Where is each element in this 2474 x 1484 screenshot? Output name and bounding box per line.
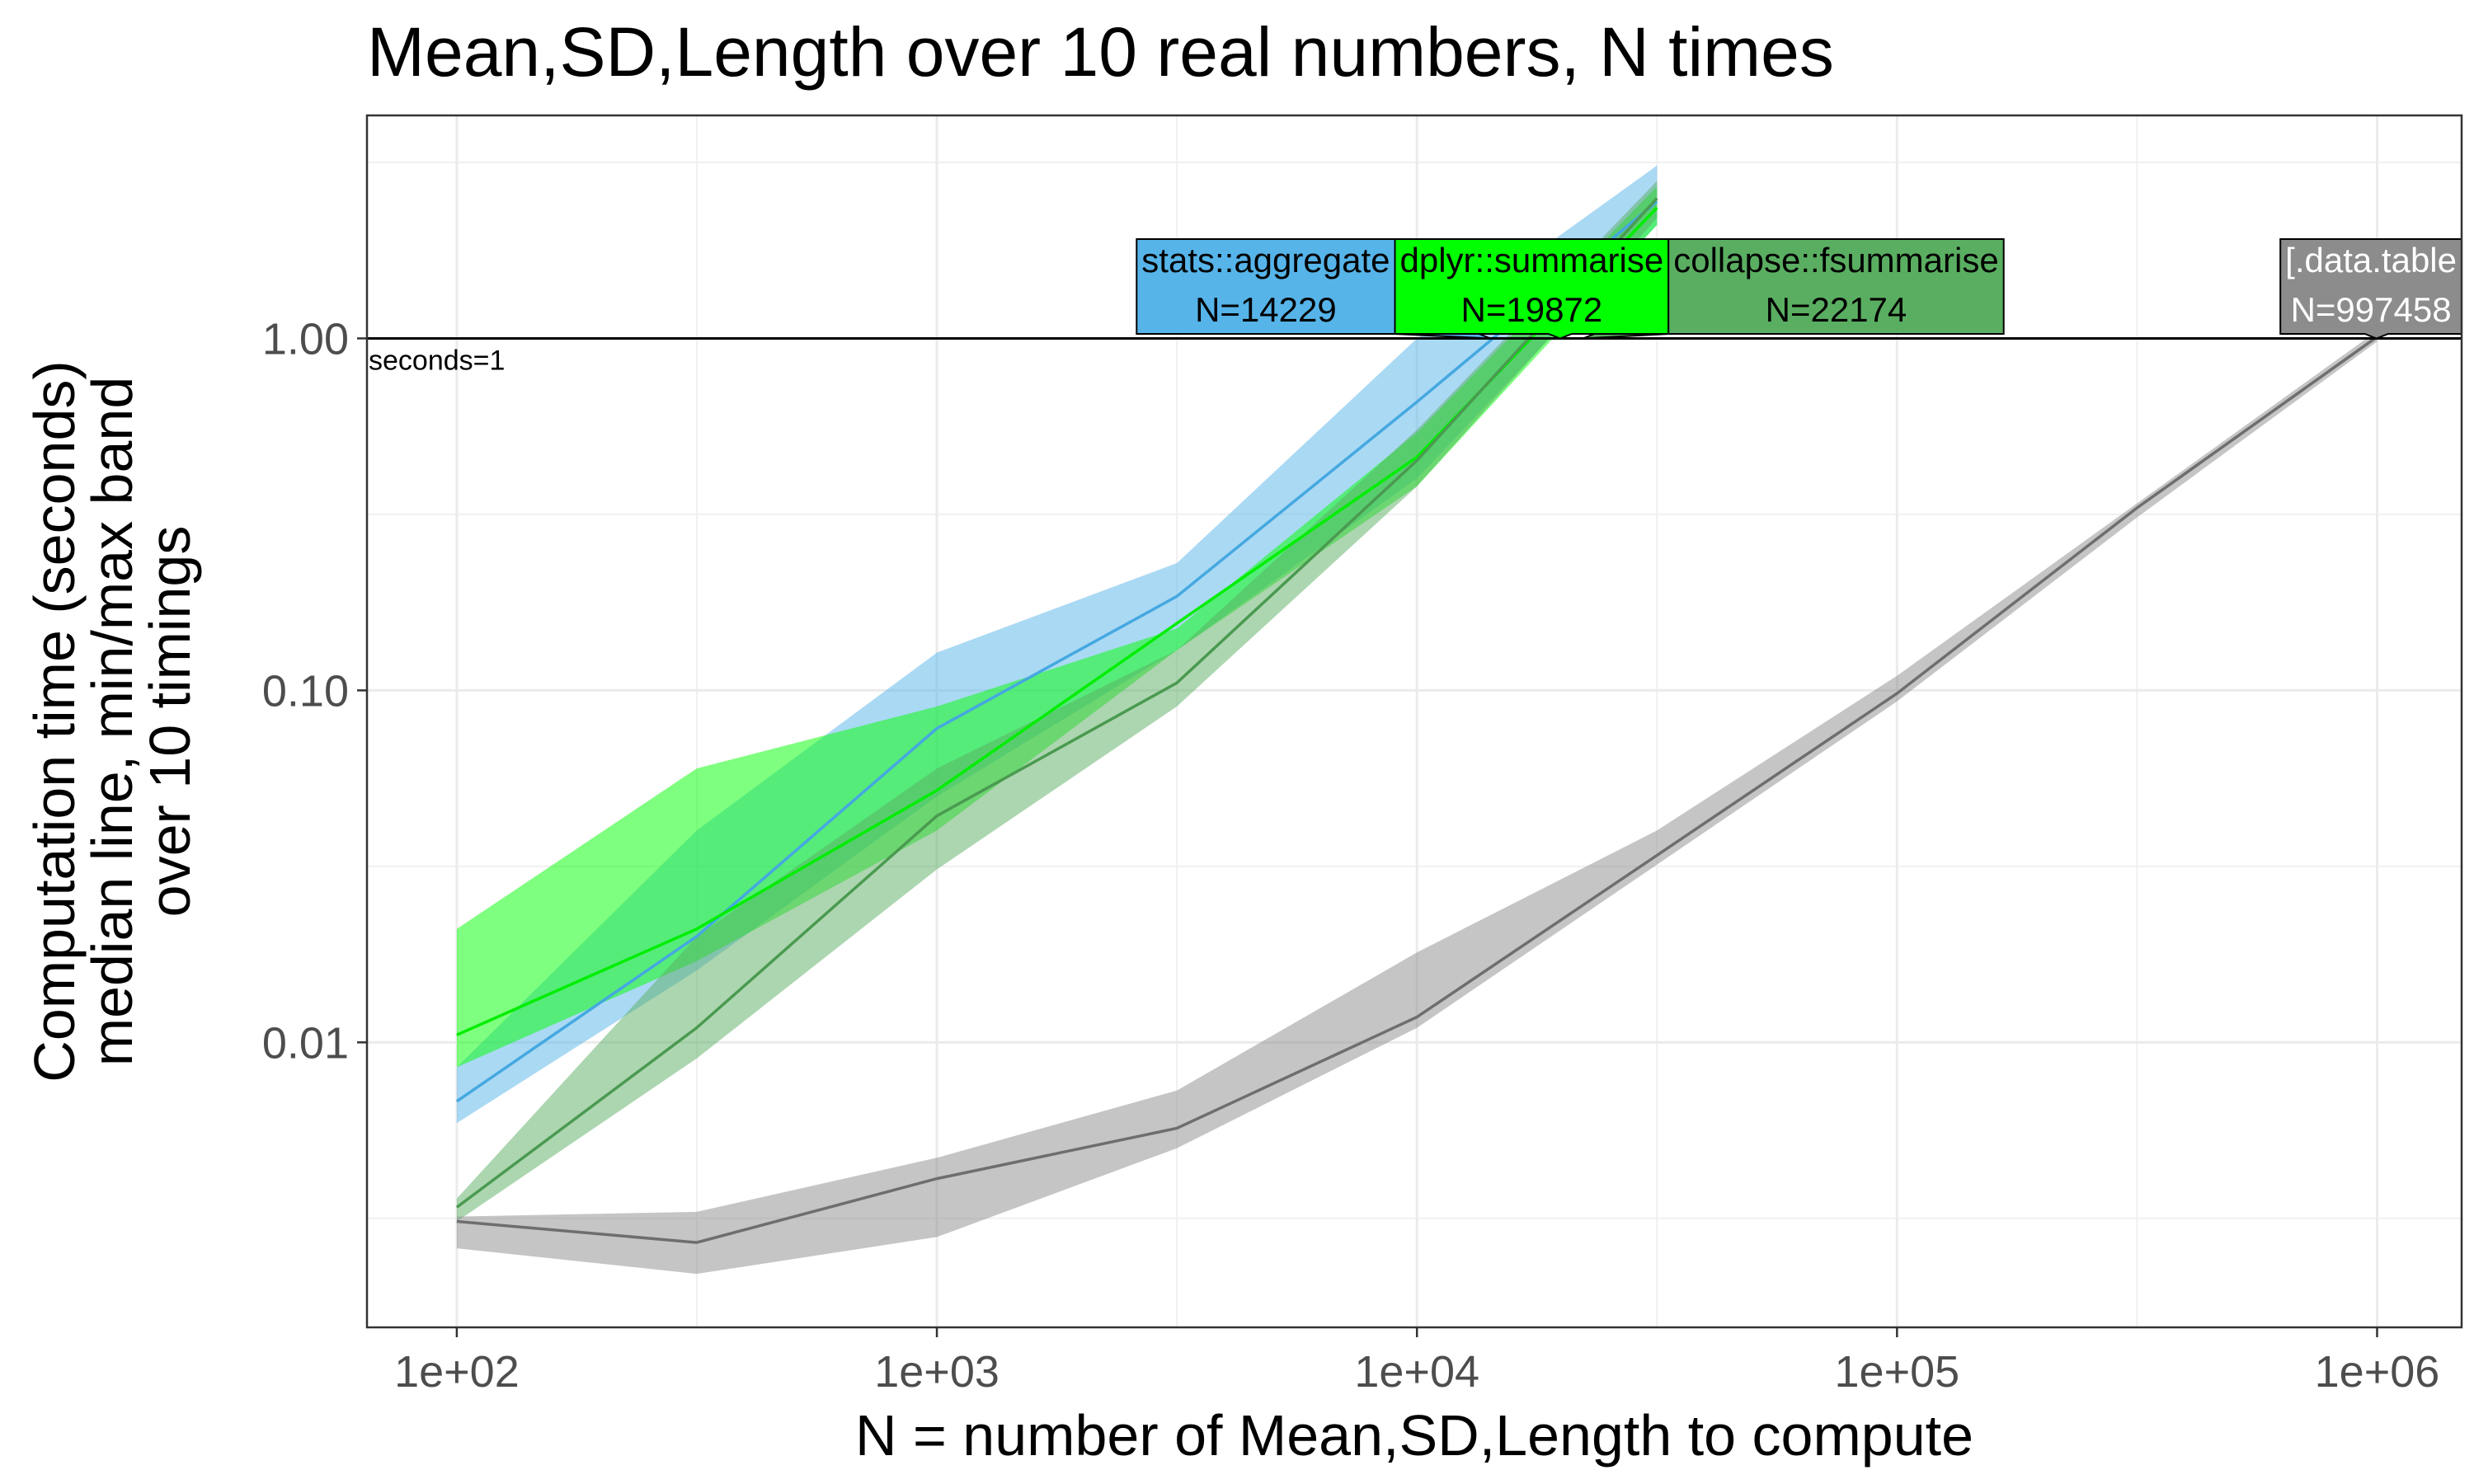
reference-line: seconds=1 (367, 336, 2462, 376)
label-n-0: N=14229 (1195, 290, 1337, 329)
label-n-1: N=19872 (1461, 290, 1603, 329)
label-box-2 (1583, 238, 2005, 340)
x-tick-label: 1e+06 (2315, 1347, 2440, 1397)
reference-line-label: seconds=1 (369, 345, 505, 376)
band-2 (456, 181, 1658, 1222)
chart-title: Mean,SD,Length over 10 real numbers, N t… (367, 13, 1834, 91)
plot-border (365, 114, 2463, 1329)
median-line-3 (456, 336, 2378, 1244)
x-tick-label: 1e+03 (874, 1347, 999, 1397)
y-axis-title: Computation time (seconds) median line, … (22, 360, 202, 1082)
x-tick-label: 1e+05 (1835, 1347, 1960, 1397)
y-axis-title-line-2: median line, min/max band (80, 377, 144, 1067)
x-tick-label: 1e+02 (394, 1347, 520, 1397)
y-tick-label: 0.01 (262, 1018, 349, 1068)
axis-ticks: 1e+02 1e+03 1e+04 1e+05 1e+06 0.01 0.10 1.00 (262, 314, 2439, 1397)
label-n-3: N=997458 (2291, 290, 2452, 329)
label-n-2: N=22174 (1766, 290, 1907, 329)
label-name-2: collapse::fsummarise (1673, 241, 1998, 279)
y-axis-title-line-1: Computation time (seconds) (22, 360, 87, 1082)
x-axis-title: N = number of Mean,SD,Length to compute (855, 1403, 1973, 1468)
label-name-3: [.data.table (2285, 241, 2457, 279)
y-tick-label: 1.00 (262, 314, 349, 364)
median-line-2 (455, 197, 1658, 1209)
label-name-0: stats::aggregate (1141, 241, 1390, 279)
median-lines (455, 197, 2378, 1244)
y-tick-label: 0.10 (262, 666, 349, 716)
y-axis-title-line-3: over 10 timings (138, 526, 202, 918)
band-1 (456, 186, 1658, 1068)
x-tick-label: 1e+04 (1354, 1347, 1479, 1397)
label-name-1: dplyr::summarise (1399, 241, 1663, 279)
median-line-0 (455, 200, 1658, 1103)
